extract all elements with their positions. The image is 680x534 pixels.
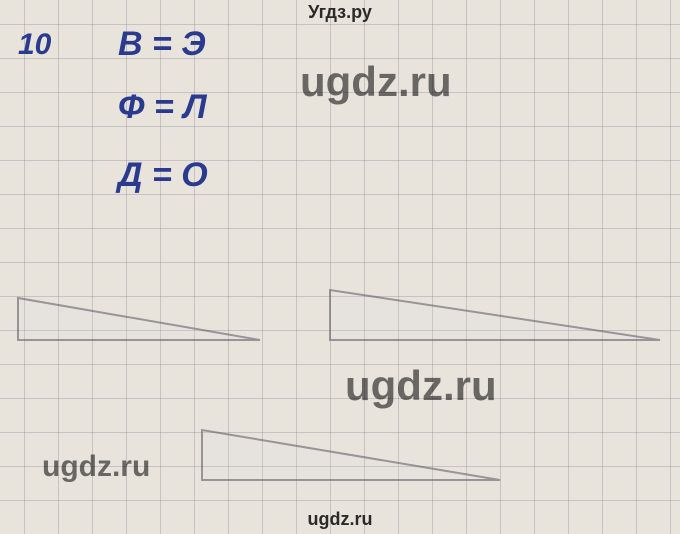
equation-1: В = Э [118, 25, 206, 64]
equation-2: Ф = Л [118, 88, 207, 127]
page-footer: ugdz.ru [308, 509, 373, 530]
problem-number: 10 [18, 28, 51, 62]
equation-3: Д = О [118, 156, 208, 195]
watermark-2: ugdz.ru [345, 362, 497, 410]
page-header: Угдз.ру [308, 2, 372, 23]
watermark-3: ugdz.ru [42, 450, 150, 484]
watermark-1: ugdz.ru [300, 58, 452, 106]
